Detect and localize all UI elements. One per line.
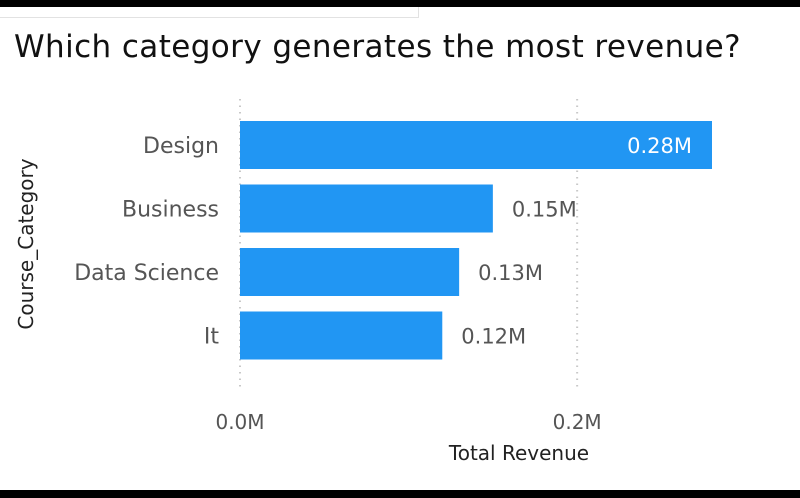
x-tick-label: 0.0M	[215, 410, 264, 434]
value-label: 0.12M	[461, 325, 526, 349]
bar-it	[240, 311, 443, 360]
category-label: Business	[122, 198, 219, 223]
bar-design	[240, 121, 712, 169]
value-label: 0.15M	[512, 198, 577, 222]
y-axis-title: Course_Category	[14, 158, 38, 329]
category-label: Design	[143, 134, 219, 159]
header-strip	[0, 7, 419, 18]
x-axis-title: Total Revenue	[448, 441, 589, 465]
bar-chart: 0.0M 0.2M Design 0.28M Business 0.15M Data Sci…	[14, 99, 712, 465]
category-label: It	[204, 325, 219, 350]
x-tick-label: 0.2M	[553, 410, 602, 434]
chart-title: Which category generates the most revenu…	[14, 29, 741, 65]
chart-visual: Which category generates the most revenu…	[0, 7, 800, 490]
category-label: Data Science	[74, 261, 219, 286]
bar-business	[240, 184, 493, 233]
value-label: 0.28M	[627, 134, 692, 158]
value-label: 0.13M	[478, 261, 543, 285]
bar-data-science	[240, 248, 460, 296]
